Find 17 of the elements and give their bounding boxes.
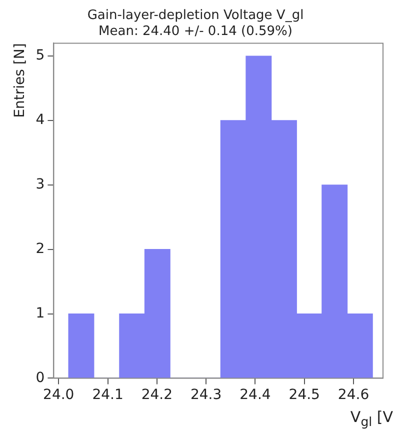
y-tick-label: 3 bbox=[36, 176, 45, 193]
chart-subtitle: Mean: 24.40 +/- 0.14 (0.59%) bbox=[98, 24, 292, 39]
y-tick-label: 2 bbox=[36, 240, 45, 257]
y-tick-label: 5 bbox=[36, 48, 45, 64]
chart-title: Gain-layer-depletion Voltage V_gl bbox=[87, 8, 304, 24]
y-axis-title: Entries [N] bbox=[12, 43, 28, 118]
x-tick-label: 24.1 bbox=[92, 387, 124, 404]
x-tick-label: 24.6 bbox=[338, 387, 370, 404]
x-axis-title: V$_{gl}$ [V bbox=[350, 408, 393, 429]
y-tick-label: 1 bbox=[36, 305, 45, 322]
x-tick-label: 24.2 bbox=[141, 387, 173, 404]
x-tick-label: 24.4 bbox=[240, 387, 271, 404]
x-tick-label: 24.5 bbox=[288, 387, 320, 404]
y-tick-label: 4 bbox=[36, 112, 45, 128]
y-tick-label: 0 bbox=[36, 370, 45, 386]
x-tick-label: 24.0 bbox=[43, 387, 74, 404]
x-tick-label: 24.3 bbox=[190, 387, 222, 404]
